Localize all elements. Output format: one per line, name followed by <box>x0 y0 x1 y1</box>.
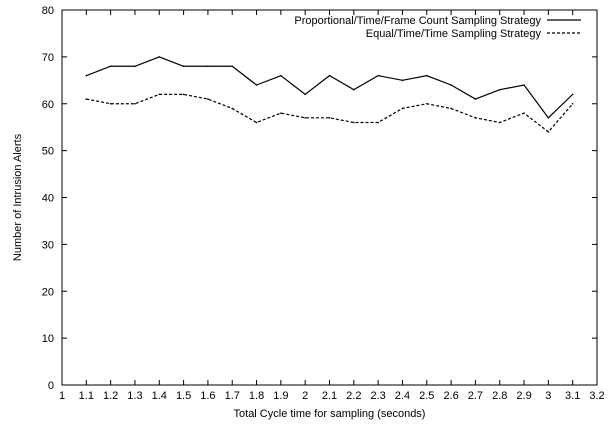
x-tick-label: 2.6 <box>443 390 458 402</box>
y-tick-label: 20 <box>42 286 54 298</box>
legend-entry-label-1: Equal/Time/Time Sampling Strategy <box>366 28 542 40</box>
y-tick-label: 50 <box>42 146 54 158</box>
y-tick-label: 80 <box>42 5 54 17</box>
x-tick-label: 3 <box>545 390 551 402</box>
legend-entry-label-0: Proportional/Time/Frame Count Sampling S… <box>294 15 541 27</box>
x-tick-label: 1.3 <box>127 390 142 402</box>
y-tick-label: 70 <box>42 52 54 64</box>
x-tick-label: 1.6 <box>200 390 215 402</box>
data-point-s1-12 <box>377 121 379 124</box>
data-point-s1-16 <box>474 117 477 119</box>
data-point-s1-7 <box>255 121 258 124</box>
x-tick-label: 1.9 <box>273 390 288 402</box>
data-point-s1-19 <box>547 131 550 133</box>
series-layer <box>85 56 574 133</box>
data-point-s1-8 <box>280 112 282 114</box>
ticks-layer: 1 1.1 1.2 1.3 1.4 1.5 1.6 1.7 1.8 1.9 2 2.1 2.2 2.3 2.… <box>42 5 605 402</box>
data-point-s0-3 <box>158 56 161 58</box>
data-point-s0-19 <box>547 117 550 119</box>
data-point-s0-13 <box>401 79 404 82</box>
y-tick-label: 0 <box>48 380 54 392</box>
data-point-s0-15 <box>450 84 452 86</box>
data-point-s1-9 <box>304 117 306 119</box>
data-point-s1-13 <box>401 107 404 110</box>
x-tick-label: 1.1 <box>79 390 94 402</box>
legend: Proportional/Time/Frame Count Sampling S… <box>294 15 581 40</box>
y-tick-label: 10 <box>42 333 54 345</box>
data-point-s1-15 <box>450 107 452 110</box>
series-line-1 <box>86 93 574 133</box>
data-point-s0-16 <box>474 98 477 100</box>
data-point-s1-4 <box>182 93 185 96</box>
data-point-s1-5 <box>207 98 209 100</box>
x-tick-label: 2.1 <box>322 390 337 402</box>
y-tick-label: 40 <box>42 193 54 205</box>
x-tick-label: 3.2 <box>589 390 604 402</box>
data-point-s1-3 <box>158 93 161 96</box>
data-point-s1-2 <box>134 102 136 105</box>
y-axis-label: Number of Intrusion Alerts <box>12 133 24 261</box>
x-tick-label: 1.4 <box>152 390 167 402</box>
data-point-s0-9 <box>304 93 306 96</box>
data-point-s0-14 <box>425 74 428 77</box>
x-tick-label: 3.1 <box>565 390 580 402</box>
x-tick-label: 2.4 <box>395 390 410 402</box>
y-tick-label: 30 <box>42 239 54 251</box>
data-point-s0-17 <box>498 88 501 91</box>
data-point-s0-5 <box>207 65 209 68</box>
data-point-s1-0 <box>85 98 88 100</box>
plot-area-frame <box>61 9 598 386</box>
data-point-s1-11 <box>353 121 355 124</box>
data-point-s0-2 <box>134 65 136 68</box>
x-tick-label: 2.5 <box>419 390 434 402</box>
data-point-s1-20 <box>571 102 574 105</box>
x-tick-label: 1.7 <box>225 390 240 402</box>
data-point-s0-7 <box>255 84 258 86</box>
x-tick-label: 2.7 <box>468 390 483 402</box>
y-tick-label: 60 <box>42 99 54 111</box>
x-tick-label: 2.2 <box>346 390 361 402</box>
data-point-s0-8 <box>280 74 282 77</box>
data-point-s0-11 <box>353 88 355 91</box>
data-point-s1-10 <box>328 117 331 119</box>
data-point-s0-1 <box>109 65 112 68</box>
x-tick-label: 2.8 <box>492 390 507 402</box>
x-tick-label: 1.5 <box>176 390 191 402</box>
data-point-s0-0 <box>85 74 88 77</box>
data-point-s0-4 <box>182 65 185 68</box>
data-point-s1-17 <box>498 121 501 124</box>
data-point-s1-1 <box>109 102 112 105</box>
x-tick-label: 1.8 <box>249 390 264 402</box>
data-point-s0-20 <box>571 93 574 96</box>
data-point-s1-18 <box>523 112 525 114</box>
data-point-s1-6 <box>231 107 234 110</box>
data-point-s0-18 <box>523 84 525 86</box>
x-tick-label: 2.3 <box>370 390 385 402</box>
data-point-s0-12 <box>377 74 379 77</box>
x-tick-label: 1.2 <box>103 390 118 402</box>
data-point-s0-6 <box>231 65 234 68</box>
series-line-0 <box>86 56 574 119</box>
x-tick-label: 2 <box>302 390 308 402</box>
x-tick-label: 1 <box>59 390 65 402</box>
x-tick-label: 2.9 <box>516 390 531 402</box>
data-point-s0-10 <box>328 74 331 77</box>
data-point-s1-14 <box>425 102 428 105</box>
x-axis-label: Total Cycle time for sampling (seconds) <box>234 408 426 420</box>
